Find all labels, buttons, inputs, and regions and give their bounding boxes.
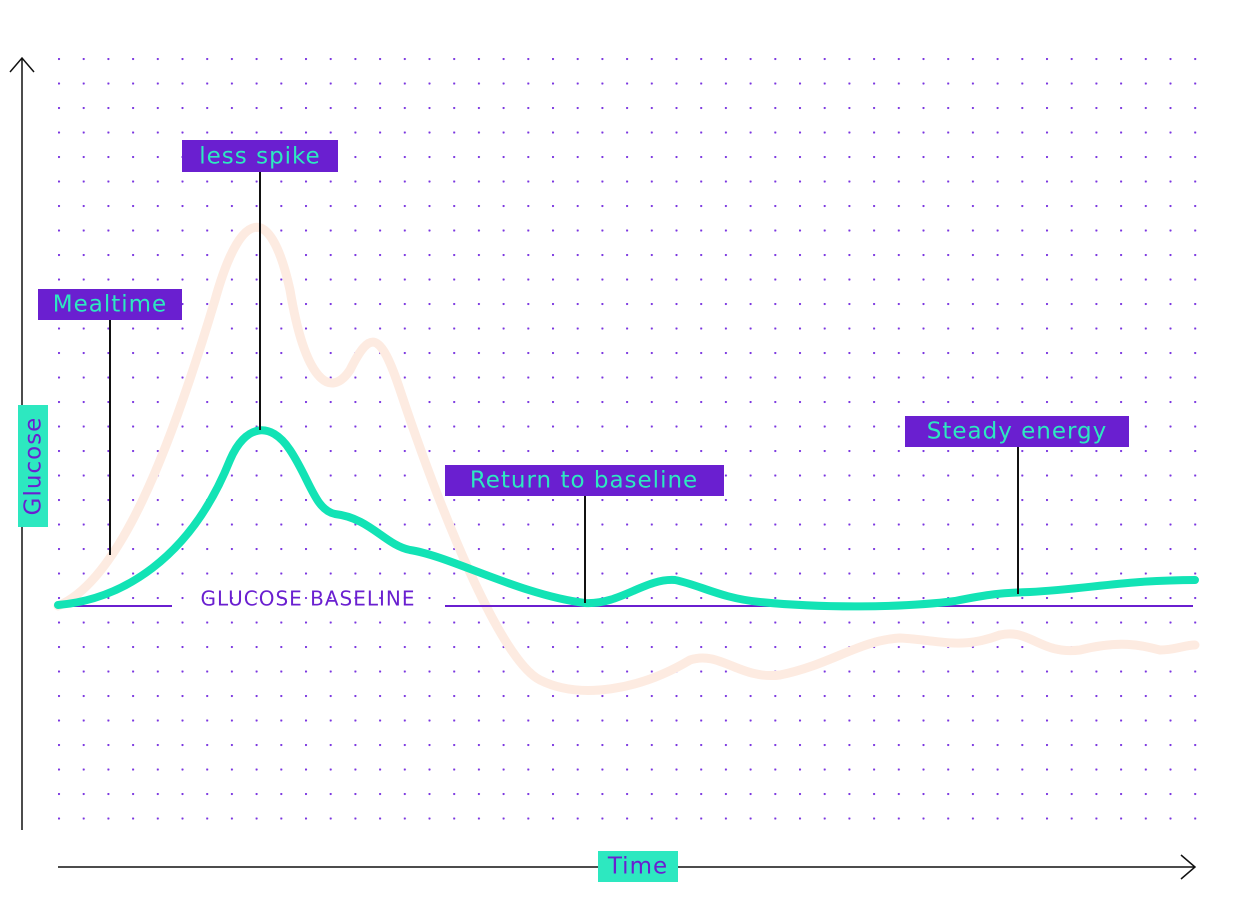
unbalanced-curve <box>53 222 1200 695</box>
label: Return to baseline <box>470 468 698 494</box>
label-box <box>182 140 338 172</box>
y-axis-title: Glucose <box>21 417 47 516</box>
baseline-label: GLUCOSE BASELINE <box>200 587 415 611</box>
label: less spike <box>199 144 320 170</box>
label: Steady energy <box>927 419 1108 445</box>
balanced-curve <box>54 426 1199 611</box>
label-box <box>445 465 724 496</box>
label-box <box>38 289 182 320</box>
axis-title-box <box>598 851 678 882</box>
x-axis-title: Time <box>607 854 668 880</box>
label-box <box>905 416 1129 447</box>
axis-title-box <box>18 405 48 527</box>
label: Mealtime <box>53 292 167 318</box>
